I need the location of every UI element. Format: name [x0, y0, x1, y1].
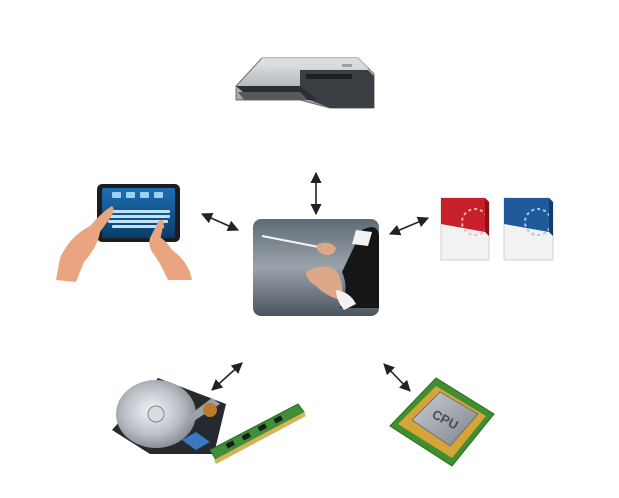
- software-boxes-icon: [440, 197, 554, 261]
- cpu-chip-icon: CPU: [389, 377, 495, 467]
- arrow-storage: [211, 362, 243, 391]
- conductor-hub: [253, 219, 379, 316]
- arrow-cpu: [383, 363, 411, 392]
- arrow-software: [388, 216, 430, 236]
- tablet-icon: [56, 184, 192, 282]
- printer-icon: [235, 57, 375, 109]
- arrow-tablet: [200, 212, 240, 232]
- storage-memory-icon: [112, 378, 306, 464]
